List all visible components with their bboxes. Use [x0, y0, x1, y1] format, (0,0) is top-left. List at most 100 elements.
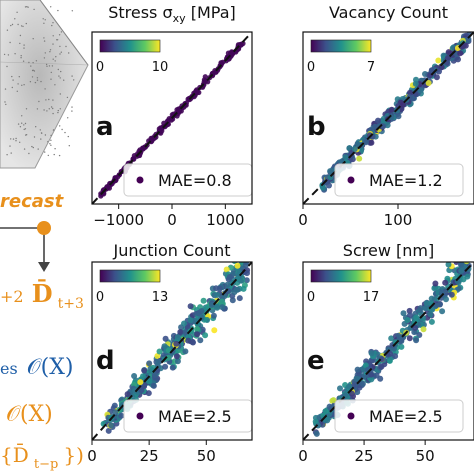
data-point	[458, 262, 464, 268]
data-point	[244, 241, 250, 247]
data-point	[198, 308, 205, 315]
cloud-dot	[15, 137, 17, 140]
axes-frame	[302, 31, 474, 205]
cloud-dot	[20, 25, 23, 27]
cloud-dot	[23, 124, 25, 126]
colorbar	[310, 269, 372, 283]
cloud-dot	[6, 154, 8, 156]
cloud-dot	[47, 154, 49, 157]
panel-title: Screw [nm]	[343, 241, 434, 260]
axes-frame	[302, 261, 474, 441]
data-point	[154, 353, 161, 359]
cloud-dot	[46, 110, 48, 112]
data-point	[432, 280, 439, 287]
cloud-dot	[48, 98, 50, 101]
data-point	[387, 350, 394, 357]
cloud-dot	[19, 34, 22, 37]
data-point	[392, 353, 399, 360]
cloud-dot	[31, 76, 34, 78]
data-point	[457, 50, 464, 57]
cloud-dot	[59, 77, 61, 79]
data-point	[445, 49, 452, 56]
cloud-dot	[45, 99, 47, 101]
cloud-dot	[22, 60, 25, 62]
x-tick-label: 25	[140, 447, 159, 465]
cloud-dot	[46, 65, 48, 68]
cloud-dot	[56, 39, 59, 41]
data-point	[162, 363, 169, 370]
cloud-dot	[34, 81, 37, 84]
data-point	[406, 312, 413, 319]
cloud-dot	[6, 65, 8, 68]
data-point	[174, 334, 181, 341]
cloud-dot	[27, 6, 29, 8]
cloud-dot	[60, 51, 62, 53]
cloud-dot	[57, 9, 59, 12]
cloud-dot	[25, 22, 27, 25]
cloud-dot	[52, 35, 54, 37]
data-point	[162, 335, 169, 342]
cloud-dot	[40, 80, 42, 83]
panel-b: Vacancy Count 0 7 b MAE=1.2 0 100	[298, 3, 474, 229]
cloud-dot	[25, 108, 28, 110]
plot-area	[92, 241, 252, 440]
data-point	[412, 80, 419, 87]
cloud-dot	[51, 24, 53, 27]
x-tick-label: 0	[298, 447, 308, 465]
data-point	[169, 364, 176, 371]
cloud-dot	[57, 111, 59, 114]
cloud-dot	[21, 84, 23, 87]
cloud-dot	[10, 152, 12, 154]
cloud-dot	[44, 88, 46, 90]
mae-label: MAE=0.8	[158, 171, 232, 190]
data-point	[108, 422, 115, 429]
cloud-dot	[52, 107, 54, 110]
cloud-dot	[37, 148, 39, 150]
data-point	[151, 372, 158, 378]
data-point	[187, 317, 194, 324]
data-point	[193, 88, 199, 94]
cloud-dot	[39, 129, 41, 131]
formula-line-3: 𝒪(X)	[6, 402, 53, 427]
colorbar-min-label: 0	[96, 60, 104, 75]
data-point	[141, 367, 148, 374]
crystal-cube-image	[0, 0, 89, 169]
cloud-dot	[17, 123, 20, 125]
data-point	[243, 277, 250, 284]
cloud-dot	[12, 79, 14, 81]
cloud-dot	[63, 79, 65, 81]
cloud-dot	[20, 55, 22, 57]
data-point	[400, 310, 407, 317]
data-point	[232, 256, 238, 262]
cloud-dot	[71, 75, 73, 77]
x-tick-label: 0	[167, 211, 177, 229]
identity-line	[92, 32, 252, 204]
data-point	[363, 139, 369, 146]
cloud-dot	[33, 70, 36, 72]
cloud-dot	[50, 78, 52, 80]
data-point	[461, 246, 467, 252]
x-tick-label: 50	[416, 447, 435, 465]
data-point	[422, 305, 429, 312]
data-point	[131, 373, 138, 379]
identity-line	[303, 262, 474, 440]
data-point	[174, 358, 181, 365]
cloud-dot	[38, 100, 40, 103]
plot-area	[303, 32, 474, 204]
cloud-dot	[15, 140, 17, 142]
data-point	[428, 318, 435, 325]
data-point	[423, 300, 430, 307]
data-point	[327, 168, 334, 175]
cloud-dot	[23, 47, 25, 49]
cloud-dot	[16, 11, 18, 13]
cloud-dot	[52, 58, 54, 60]
cloud-dot	[21, 115, 23, 117]
data-point	[445, 262, 452, 268]
legend-box	[334, 163, 464, 197]
data-point	[406, 335, 413, 342]
mae-label: MAE=2.5	[369, 407, 443, 426]
data-point	[337, 385, 343, 392]
cloud-dot	[31, 69, 34, 72]
x-tick-label: 1000	[206, 211, 244, 229]
